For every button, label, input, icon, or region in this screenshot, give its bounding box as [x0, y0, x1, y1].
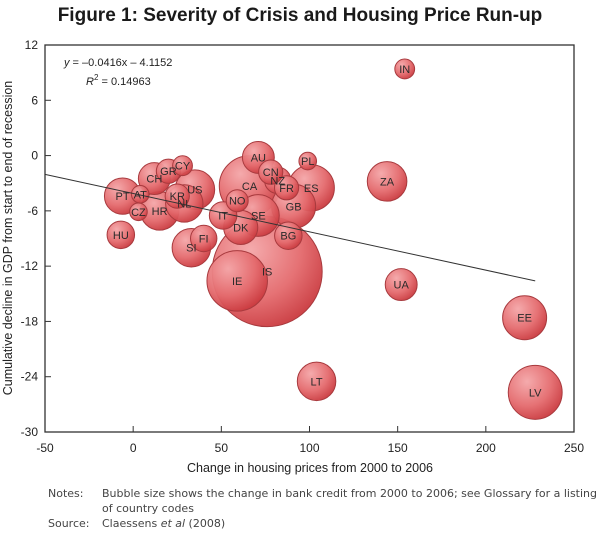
bubble-no	[225, 189, 249, 213]
bubble-label-cn: CN	[263, 167, 279, 179]
bubble-label-si: SI	[186, 243, 196, 255]
bubble-ua	[384, 268, 418, 302]
bubble-label-hu: HU	[113, 230, 129, 242]
x-axis-label: Change in housing prices from 2000 to 20…	[187, 461, 433, 475]
x-tick-label: 50	[215, 441, 229, 455]
notes-text: Bubble size shows the change in bank cre…	[102, 487, 597, 515]
bubble-fi	[190, 224, 218, 253]
y-tick-label: -30	[21, 425, 39, 439]
bubble-label-cy: CY	[175, 161, 191, 173]
y-tick-label: -6	[27, 204, 38, 218]
bubble-label-ua: UA	[394, 280, 410, 292]
y-tick-label: -12	[21, 259, 39, 273]
bubble-labels-layer: IS IE CA LV ES EE GB SE ZA US LT SI HR NL PT DK UA AU CH BG…	[113, 64, 542, 399]
bubble-label-ch: CH	[146, 174, 162, 186]
bubble-cy	[172, 155, 193, 177]
x-tick-label: 100	[299, 441, 319, 455]
notes-label: Notes:	[48, 487, 84, 500]
chart-title: Figure 1: Severity of Crisis and Housing…	[57, 5, 543, 26]
bubble-label-es: ES	[304, 183, 319, 195]
bubble-label-nz: NZ	[270, 175, 285, 187]
x-tick-label: -50	[36, 441, 54, 455]
bubble-label-is: IS	[262, 267, 272, 279]
bubble-lt	[296, 361, 337, 402]
bubbles-layer	[103, 58, 563, 420]
bubble-label-bg: BG	[280, 231, 296, 243]
y-tick-label: 0	[31, 149, 38, 163]
bubble-pl	[298, 151, 318, 171]
bubble-label-lt: LT	[311, 376, 323, 388]
bubble-label-gr: GR	[160, 166, 177, 178]
bubble-label-fr: FR	[279, 183, 294, 195]
y-axis: 12 6 0 -6 -12 -18 -24 -30	[21, 38, 51, 439]
r-squared-label: R2 = 0.14963	[86, 73, 151, 88]
bubble-ee	[502, 295, 548, 341]
y-tick-label: -18	[21, 314, 39, 328]
bubble-at	[130, 184, 150, 204]
bubble-label-se: SE	[251, 210, 266, 222]
y-tick-label: -24	[21, 370, 39, 384]
source-text: Claessens et al (2008)	[102, 517, 226, 530]
bubble-lv	[507, 364, 563, 420]
bubble-in	[394, 58, 416, 80]
bubble-label-cz: CZ	[131, 207, 146, 219]
x-axis: -50 0 50 100 150 200 250	[36, 426, 584, 455]
bubble-label-lv: LV	[529, 387, 542, 399]
bubble-label-ee: EE	[517, 313, 532, 325]
bubble-label-ca: CA	[242, 181, 258, 193]
bubble-label-au: AU	[251, 152, 266, 164]
bubble-label-us: US	[187, 185, 202, 197]
bubble-chart: IS IE CA LV ES EE GB SE ZA US LT SI HR NL PT DK UA AU CH BG…	[1, 38, 584, 475]
bubble-label-pl: PL	[301, 156, 314, 168]
bubble-label-at: AT	[134, 189, 148, 201]
bubble-label-no: NO	[229, 196, 246, 208]
trendline-equation: y = –0.0416x – 4.1152	[63, 57, 172, 69]
trend-line	[44, 173, 536, 282]
bubble-label-in: IN	[399, 64, 410, 76]
y-tick-label: 12	[25, 38, 39, 52]
chart-notes: Notes: Bubble size shows the change in b…	[48, 486, 600, 531]
bubble-label-nl: NL	[177, 198, 191, 210]
bubble-fr	[273, 175, 300, 201]
x-tick-label: 200	[476, 441, 496, 455]
bubble-cn	[258, 159, 284, 185]
bubble-hu	[106, 220, 136, 250]
x-tick-label: 150	[388, 441, 408, 455]
bubble-label-dk: DK	[233, 222, 249, 234]
source-label: Source:	[48, 517, 90, 530]
bubble-label-gb: GB	[286, 201, 302, 213]
bubble-label-fi: FI	[199, 234, 209, 246]
y-tick-label: 6	[31, 93, 38, 107]
y-axis-label: Cumulative decline in GDP from start to …	[1, 81, 15, 396]
bubble-label-ie: IE	[232, 276, 242, 288]
bubble-label-hr: HR	[152, 206, 168, 218]
bubble-ie	[206, 250, 268, 312]
bubble-za	[366, 161, 408, 202]
x-tick-label: 250	[564, 441, 584, 455]
bubble-label-za: ZA	[380, 176, 395, 188]
bubble-label-it: IT	[218, 210, 228, 222]
bubble-label-pt: PT	[116, 191, 130, 203]
x-tick-label: 0	[130, 441, 137, 455]
bubble-label-kr: KR	[170, 191, 185, 203]
